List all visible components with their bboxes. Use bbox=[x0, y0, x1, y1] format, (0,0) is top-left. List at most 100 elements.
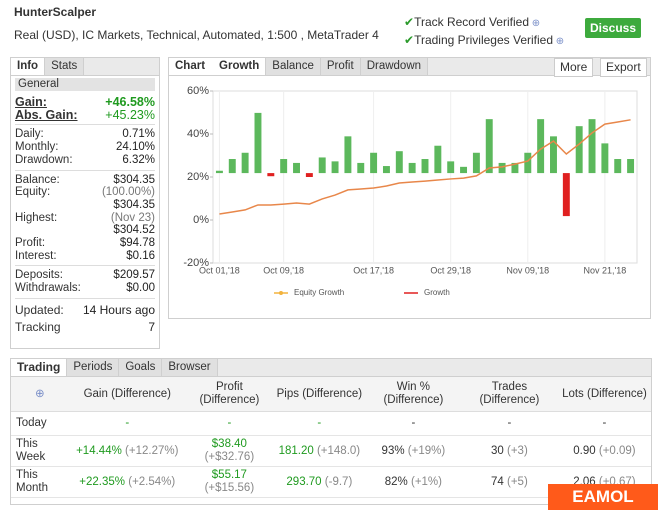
chart-button[interactable]: More bbox=[554, 58, 594, 77]
y-tick-label: 60% bbox=[187, 85, 209, 97]
period-cell: - bbox=[272, 411, 366, 436]
cell-value: - bbox=[125, 417, 130, 429]
tab[interactable]: Periods bbox=[67, 359, 120, 376]
y-tick-label: 20% bbox=[187, 171, 209, 183]
info-label: Interest: bbox=[15, 249, 57, 262]
cell-value: - bbox=[602, 417, 607, 429]
header-icon: ⊕ bbox=[11, 377, 69, 412]
bar bbox=[421, 159, 429, 174]
cell-value: - bbox=[227, 417, 232, 429]
column-header: Profit (Difference) bbox=[185, 377, 273, 412]
chart-tab[interactable]: Growth bbox=[213, 58, 267, 75]
x-tick-label: Nov 21,'18 bbox=[584, 265, 627, 275]
period-label: This Week bbox=[11, 435, 69, 467]
period-cell: 293.70 (-9.7) bbox=[272, 466, 366, 498]
bar bbox=[357, 162, 365, 174]
cell-value: 93% bbox=[381, 444, 405, 457]
info-group: Daily: 0.71% Monthly: 24.10% Drawdown: 6.32% bbox=[15, 125, 155, 171]
bar bbox=[575, 126, 583, 174]
info-label: Abs. Gain: bbox=[15, 107, 78, 122]
tab[interactable]: Goals bbox=[119, 359, 163, 376]
bar bbox=[601, 143, 609, 174]
cell-diff: (+5) bbox=[507, 475, 528, 488]
chart-tab[interactable]: Drawdown bbox=[360, 58, 429, 75]
period-tabs: Trading Periods Goals Browser bbox=[11, 359, 651, 377]
badges: Track Record Verified Trading Privileges… bbox=[404, 14, 564, 50]
cell-diff: (+2.54%) bbox=[128, 475, 176, 488]
x-tick-label: Oct 09,'18 bbox=[263, 265, 304, 275]
bar bbox=[241, 152, 249, 174]
info-label: Tracking bbox=[15, 319, 61, 334]
cell-diff: (+$15.56) bbox=[204, 482, 255, 494]
bar bbox=[511, 162, 519, 174]
info-value: $304.35 bbox=[113, 198, 155, 211]
cell-value: - bbox=[507, 417, 512, 429]
info-panel: Info Stats General Gain: +46.58% Abs. Gain: +4… bbox=[10, 57, 160, 349]
chart-button[interactable]: Export bbox=[600, 58, 647, 77]
tab[interactable]: Stats bbox=[45, 58, 85, 75]
cell-value: 0.90 bbox=[573, 444, 596, 457]
period-cell: 82% (+1%) bbox=[365, 466, 461, 498]
periods-table: ⊕ Gain (Difference) Profit (Difference) Pip… bbox=[11, 377, 651, 498]
info-label: Highest: bbox=[15, 211, 58, 224]
bar bbox=[498, 162, 506, 174]
y-tick-label: 0% bbox=[193, 214, 209, 226]
chart-tab[interactable]: Chart bbox=[169, 58, 214, 75]
info-note: (100.00%) bbox=[101, 186, 155, 199]
column-header: Pips (Difference) bbox=[272, 377, 366, 412]
bar bbox=[550, 136, 557, 174]
y-tick-label: 40% bbox=[187, 128, 209, 140]
bar bbox=[524, 152, 532, 174]
badge: Trading Privileges Verified bbox=[404, 32, 564, 50]
bar bbox=[305, 173, 313, 177]
info-row: $304.35 bbox=[15, 199, 155, 212]
info-value: $209.57 bbox=[113, 269, 155, 282]
info-value: +45.23% bbox=[105, 107, 155, 122]
cell-value: 74 bbox=[491, 475, 504, 488]
period-cell: - bbox=[365, 411, 461, 436]
info-label: Daily: bbox=[15, 128, 44, 141]
info-tabs: Info Stats bbox=[11, 58, 159, 76]
chart-tab[interactable]: Profit bbox=[320, 58, 361, 75]
cell-diff: (+1%) bbox=[410, 475, 442, 488]
info-footer: Updated: 14 Hours ago Tracking 7 bbox=[15, 299, 155, 339]
tab[interactable]: Browser bbox=[162, 359, 218, 376]
period-cell: 30 (+3) bbox=[460, 435, 558, 467]
bar bbox=[485, 119, 493, 174]
bar bbox=[370, 152, 378, 174]
info-value: $0.16 bbox=[126, 249, 155, 262]
info-row: Profit: $94.78 bbox=[15, 237, 155, 250]
tab[interactable]: Info bbox=[11, 58, 46, 75]
cell-diff: (+19%) bbox=[407, 444, 446, 457]
period-cell: 74 (+5) bbox=[460, 466, 558, 498]
section-header: General bbox=[15, 78, 155, 91]
x-tick-label: Oct 29,'18 bbox=[430, 265, 471, 275]
info-row: Drawdown: 6.32% bbox=[15, 154, 155, 167]
column-header: Win % (Difference) bbox=[365, 377, 461, 412]
cell-value: - bbox=[411, 417, 416, 429]
bar bbox=[588, 119, 596, 174]
chart-tab[interactable]: Balance bbox=[266, 58, 321, 75]
info-row: Daily: 0.71% bbox=[15, 128, 155, 141]
cell-value: +14.44% bbox=[76, 444, 122, 457]
info-label: Withdrawals: bbox=[15, 282, 81, 295]
y-tick-label: -20% bbox=[183, 257, 209, 269]
info-value: 14 Hours ago bbox=[82, 302, 155, 317]
bar bbox=[331, 161, 339, 174]
period-cell: - bbox=[185, 411, 273, 436]
line bbox=[219, 119, 631, 215]
tab[interactable]: Trading bbox=[11, 359, 68, 376]
info-value: $304.35 bbox=[113, 173, 155, 186]
bar bbox=[228, 159, 236, 174]
column-header: Trades (Difference) bbox=[460, 377, 558, 412]
info-value: 7 bbox=[148, 319, 155, 334]
bar bbox=[267, 173, 275, 177]
info-note: (Nov 23) bbox=[110, 211, 155, 224]
plot-background bbox=[212, 90, 638, 264]
header-row: ⊕ Gain (Difference) Profit (Difference) Pip… bbox=[11, 377, 651, 412]
discuss-button[interactable]: Discuss bbox=[585, 18, 641, 38]
period-cell: $55.17 (+$15.56) bbox=[185, 466, 273, 498]
cell-diff: (+148.0) bbox=[316, 444, 361, 457]
